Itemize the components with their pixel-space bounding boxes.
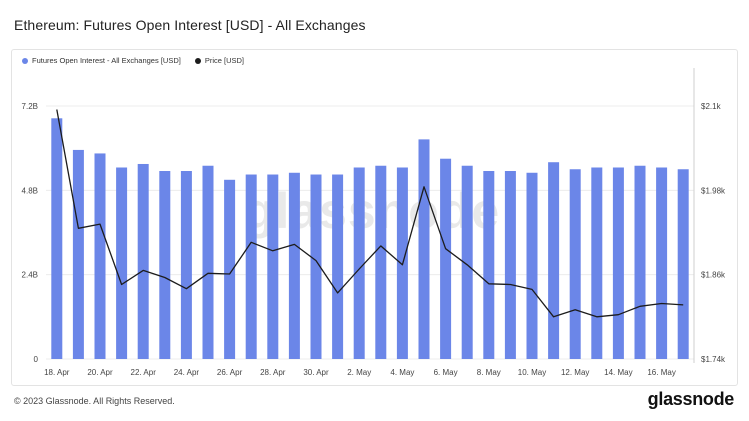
x-tick-label: 28. Apr — [260, 368, 286, 377]
y-left-tick-label: 7.2B — [22, 102, 38, 111]
bar[interactable] — [116, 167, 128, 359]
y-right-tick-label: $2.1k — [701, 102, 722, 111]
y-axis-left: 0 2.4B 4.8B 7.2B — [22, 102, 39, 364]
bar[interactable] — [224, 179, 236, 359]
x-tick-label: 30. Apr — [303, 368, 329, 377]
bar[interactable] — [504, 171, 516, 359]
bar[interactable] — [94, 153, 106, 359]
gridlines — [46, 68, 695, 363]
x-tick-label: 10. May — [518, 368, 546, 377]
bar[interactable] — [202, 165, 214, 359]
bar[interactable] — [353, 167, 365, 359]
x-tick-label: 22. Apr — [131, 368, 157, 377]
x-tick-label: 2. May — [347, 368, 371, 377]
legend-swatch-open-interest — [22, 57, 28, 64]
y-left-tick-label: 2.4B — [22, 271, 38, 280]
watermark: glassnode — [244, 183, 500, 239]
x-tick-label: 6. May — [434, 368, 458, 377]
y-axis-right: $1.74k $1.86k $1.98k $2.1k — [701, 102, 726, 364]
bar[interactable] — [418, 139, 430, 359]
legend-label-open-interest: Futures Open Interest - All Exchanges [U… — [32, 56, 181, 65]
y-left-tick-label: 4.8B — [22, 186, 38, 195]
bar[interactable] — [332, 174, 344, 359]
bar[interactable] — [137, 163, 149, 359]
bar[interactable] — [634, 165, 646, 359]
bar[interactable] — [440, 158, 452, 359]
price-line[interactable] — [56, 109, 684, 318]
y-left-tick-label: 0 — [34, 355, 39, 364]
x-tick-label: 4. May — [390, 368, 414, 377]
bar[interactable] — [548, 162, 560, 359]
bar[interactable] — [72, 149, 84, 359]
bar[interactable] — [569, 169, 581, 359]
x-tick-label: 16. May — [647, 368, 675, 377]
bar[interactable] — [591, 167, 603, 359]
bar[interactable] — [288, 172, 300, 359]
bar[interactable] — [612, 167, 624, 359]
bar[interactable] — [51, 118, 63, 359]
bar[interactable] — [180, 171, 192, 359]
chart-legend: Futures Open Interest - All Exchanges [U… — [22, 56, 244, 65]
bar[interactable] — [526, 172, 538, 359]
y-right-tick-label: $1.98k — [701, 186, 726, 195]
bar[interactable] — [267, 174, 279, 359]
legend-item-open-interest[interactable]: Futures Open Interest - All Exchanges [U… — [22, 56, 181, 65]
bar[interactable] — [656, 167, 668, 359]
x-tick-label: 24. Apr — [174, 368, 200, 377]
bar[interactable] — [245, 174, 257, 359]
bar-series — [51, 118, 689, 359]
chart-title: Ethereum: Futures Open Interest [USD] - … — [14, 17, 366, 33]
price-series — [56, 109, 684, 318]
bar[interactable] — [483, 171, 495, 359]
copyright-footer: © 2023 Glassnode. All Rights Reserved. — [14, 396, 175, 406]
legend-item-price[interactable]: Price [USD] — [194, 56, 245, 65]
x-tick-label: 26. Apr — [217, 368, 243, 377]
bar[interactable] — [677, 169, 689, 359]
x-tick-label: 20. Apr — [87, 368, 113, 377]
y-right-tick-label: $1.86k — [701, 271, 726, 280]
y-right-tick-label: $1.74k — [701, 355, 726, 364]
x-tick-label: 14. May — [604, 368, 632, 377]
bar[interactable] — [375, 165, 387, 359]
glassnode-logo: glassnode — [647, 389, 735, 409]
x-tick-label: 8. May — [477, 368, 501, 377]
bar[interactable] — [159, 171, 171, 359]
x-axis: 18. Apr 20. Apr 22. Apr 24. Apr 26. Apr 28. A… — [44, 368, 676, 377]
legend-label-price: Price [USD] — [204, 56, 245, 65]
bar[interactable] — [461, 165, 473, 359]
x-tick-label: 12. May — [561, 368, 589, 377]
x-tick-label: 18. Apr — [44, 368, 70, 377]
legend-swatch-price — [194, 57, 201, 64]
bar[interactable] — [310, 174, 322, 359]
